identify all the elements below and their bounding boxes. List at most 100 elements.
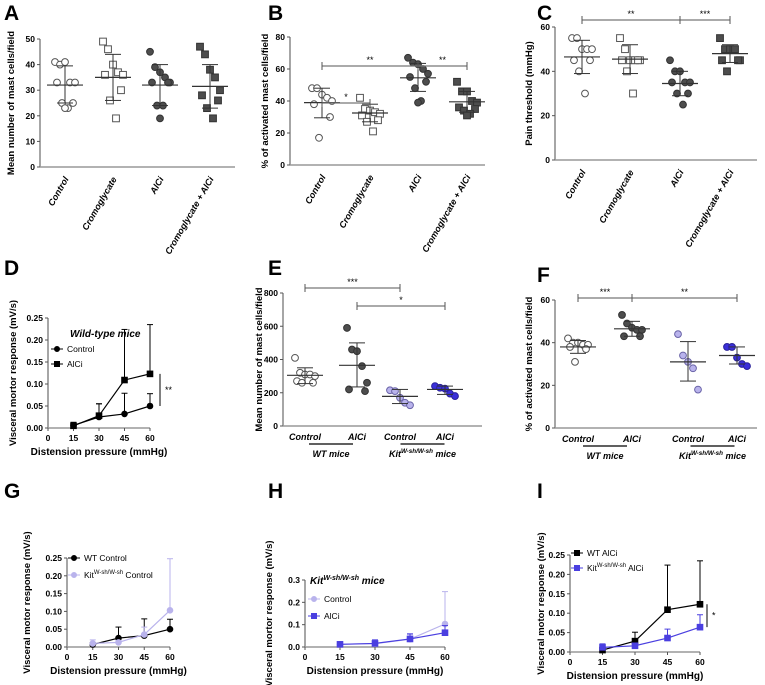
panel-letter: H	[268, 480, 283, 503]
y-tick-label: 10	[26, 136, 36, 146]
data-point	[151, 63, 159, 72]
data-point	[586, 56, 594, 65]
panel-h: H 0.0 0.1 0.2 0.3 Visceral mortor response (m…	[264, 480, 450, 685]
legend-label-main: Kit	[587, 563, 598, 573]
category-label: Cromoglycate + AlCi	[420, 173, 473, 255]
y-tick-label: 0.10	[548, 608, 565, 618]
data-point	[668, 78, 676, 87]
panel-letter: E	[268, 257, 282, 280]
y-tick-label: 60	[276, 64, 286, 74]
data-point	[315, 133, 323, 142]
category-group	[612, 34, 648, 98]
data-point	[631, 642, 639, 650]
data-point	[104, 45, 112, 54]
group-label: WT mice	[586, 451, 623, 461]
data-point	[453, 77, 461, 86]
y-tick-label: 600	[264, 321, 278, 331]
x-tick-label: 60	[165, 652, 175, 662]
panel-letter: F	[537, 264, 550, 287]
data-point	[310, 100, 318, 109]
data-point	[573, 34, 581, 42]
x-tick-label: 60	[695, 657, 705, 667]
significance-label: *	[399, 295, 403, 305]
significance-label: ***	[600, 287, 611, 297]
y-tick-label: 0	[30, 162, 35, 172]
legend-label-main: Control	[67, 344, 95, 354]
y-axis-label: % of activated mast cells/field	[260, 33, 271, 168]
significance-label: ***	[347, 277, 358, 287]
data-point	[723, 67, 731, 76]
panel-letter: I	[537, 480, 543, 503]
group-label-superscript: W-sh/W-sh	[401, 448, 433, 455]
x-axis-label: Distension pressure (mmHg)	[567, 671, 704, 682]
data-point	[61, 58, 69, 66]
data-point	[618, 311, 626, 319]
y-tick-label: 0.00	[26, 423, 43, 433]
y-tick-label: 0.3	[288, 575, 300, 585]
series-line	[92, 609, 171, 645]
category-label: Control	[562, 434, 594, 444]
data-point	[112, 114, 120, 123]
data-point	[679, 351, 687, 360]
series-1	[599, 614, 704, 651]
panel-f: F 0 20 40 60 % of activated mast cells/field C…	[524, 264, 757, 461]
category-label: Cromoglycate + AlCi	[163, 175, 216, 257]
group-label-suffix: mice	[433, 449, 456, 459]
data-point	[115, 639, 122, 646]
category-label: Cromoglycate	[597, 168, 636, 225]
data-point	[211, 73, 219, 82]
y-tick-label: 0.00	[45, 642, 62, 652]
data-point	[391, 387, 399, 395]
legend-marker	[311, 613, 317, 619]
chart-title: Wild-type mice	[70, 329, 141, 340]
data-point	[664, 606, 671, 614]
x-tick-label: 45	[663, 657, 673, 667]
data-point	[156, 114, 164, 123]
category-label: Control	[563, 168, 588, 201]
data-point	[214, 96, 222, 105]
group-label: KitW-sh/W-sh mice	[389, 448, 456, 459]
data-point	[473, 98, 481, 107]
legend-label-superscript: W-sh/W-sh	[94, 570, 123, 576]
data-point	[89, 640, 97, 647]
data-point	[198, 91, 206, 100]
y-tick-label: 0.25	[45, 553, 62, 563]
data-point	[674, 330, 682, 339]
category-group	[564, 34, 600, 98]
y-tick-label: 0.10	[45, 606, 62, 616]
legend-label: Control	[324, 594, 352, 604]
category-group	[47, 58, 83, 113]
panel-letter: A	[4, 2, 19, 25]
data-point	[358, 111, 366, 120]
category-group	[382, 386, 418, 410]
chart-title: KitW-sh/W-sh mice	[310, 575, 385, 587]
category-group	[142, 47, 178, 123]
significance-label: **	[366, 55, 374, 65]
category-group	[427, 382, 463, 400]
data-point	[743, 362, 751, 371]
data-point	[731, 45, 739, 54]
data-point	[374, 116, 382, 125]
significance-label: **	[165, 385, 173, 395]
chart-title-superscript: W-sh/W-sh	[323, 575, 359, 582]
y-tick-label: 50	[26, 34, 36, 44]
data-point	[684, 89, 692, 98]
series-line	[92, 628, 171, 646]
data-point	[689, 364, 697, 373]
category-label: AlCi	[435, 432, 454, 442]
data-point	[201, 50, 209, 59]
legend-label-main: AlCi	[67, 359, 83, 369]
data-point	[95, 412, 103, 419]
y-tick-label: 200	[264, 388, 278, 398]
y-tick-label: 0.05	[26, 401, 43, 411]
data-point	[148, 78, 156, 87]
data-point	[634, 56, 642, 65]
x-tick-label: 15	[335, 652, 345, 662]
data-point	[679, 100, 687, 109]
x-tick-label: 0	[46, 433, 51, 443]
panel-c: C 0 20 40 60 Pain threshold (mmHg) Control Crom…	[524, 2, 757, 249]
data-point	[363, 378, 371, 387]
x-tick-label: 0	[65, 652, 70, 662]
data-point	[581, 89, 589, 98]
legend-label: AlCi	[67, 359, 83, 369]
